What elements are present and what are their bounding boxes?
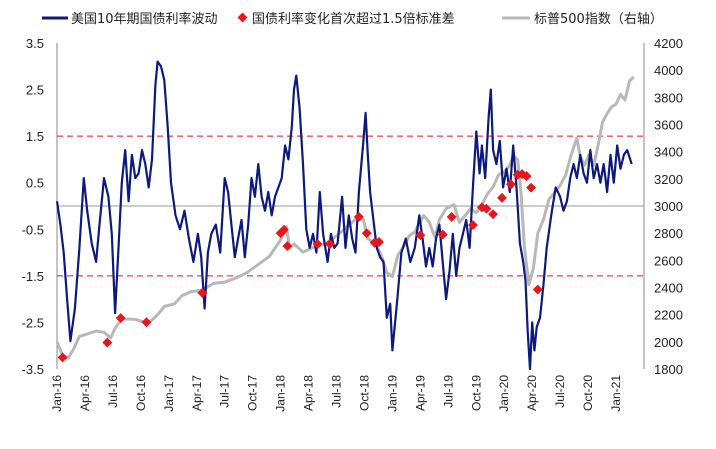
legend-label-threshold-marker: 国债利率变化首次超过1.5倍标准差: [252, 11, 455, 27]
y-left-tick-label: -2.5: [22, 315, 44, 330]
legend-label-sp500: 标普500指数（右轴）: [534, 12, 663, 27]
y-left-tick-label: -0.5: [22, 222, 44, 237]
threshold-marker-point: [437, 229, 448, 240]
series-line-sp500: [55, 75, 635, 360]
threshold-marker-point: [361, 228, 372, 239]
threshold-marker-point: [481, 203, 492, 214]
x-tick-label: Jul-17: [218, 375, 232, 408]
x-tick-label: Jul-16: [106, 375, 120, 408]
y-right-tick-label: 3600: [654, 118, 683, 133]
threshold-marker-point: [353, 211, 364, 222]
y-right-tick-label: 3800: [654, 90, 683, 105]
threshold-marker-point: [415, 230, 426, 241]
x-tick-label: Jul-20: [553, 375, 567, 408]
x-tick-label: Oct-19: [469, 375, 483, 411]
threshold-marker-point: [521, 171, 532, 182]
y-left-tick-label: 2.5: [26, 83, 44, 98]
y-right-tick-label: 2400: [654, 281, 683, 296]
y-right-tick-label: 3000: [654, 199, 683, 214]
threshold-marker-point: [279, 224, 289, 235]
threshold-marker-point: [532, 284, 543, 295]
x-tick-label: Jan-16: [50, 375, 64, 412]
x-tick-label: Apr-16: [78, 375, 92, 411]
x-tick-label: Oct-20: [581, 375, 595, 411]
x-tick-label: Apr-19: [413, 375, 427, 411]
y-right-tick-label: 4000: [654, 63, 683, 78]
y-right-tick-label: 3400: [654, 145, 683, 160]
y-left-tick-label: -1.5: [22, 269, 44, 284]
x-tick-label: Jul-18: [330, 375, 344, 408]
y-right-tick-label: 4200: [654, 36, 683, 51]
y-right-tick-label: 1800: [654, 362, 683, 377]
threshold-marker-point: [526, 182, 537, 193]
legend-swatch-threshold-marker: [237, 12, 248, 23]
legend: 美国10年期国债利率波动 国债利率变化首次超过1.5倍标准差 标普500指数（右…: [42, 11, 663, 27]
x-tick-label: Jan-20: [497, 375, 511, 412]
threshold-marker-point: [197, 287, 208, 298]
x-tick-label: Oct-17: [246, 375, 260, 411]
y-right-tick-label: 3200: [654, 172, 683, 187]
y-left-tick-label: 3.5: [26, 36, 44, 51]
x-tick-label: Jan-21: [609, 375, 623, 412]
y-right-tick-label: 2000: [654, 335, 683, 350]
threshold-marker-point: [488, 209, 499, 220]
y-axis-right: 4200 4000 3800 3600 3400 3200 3000 2800 2600 2400…: [643, 36, 683, 377]
threshold-marker-point: [115, 313, 126, 324]
threshold-marker-point: [282, 241, 293, 252]
x-tick-label: Jan-19: [385, 375, 399, 412]
threshold-marker-point: [497, 192, 507, 203]
threshold-marker-point: [324, 239, 335, 249]
y-right-tick-label: 2600: [654, 253, 683, 268]
threshold-marker-point: [446, 211, 457, 222]
y-right-tick-label: 2200: [654, 308, 683, 323]
series-line-rate-volatility: [55, 60, 633, 371]
x-tick-label: Apr-20: [525, 375, 539, 411]
x-axis: Jan-16 Apr-16 Jul-16 Oct-16 Jan-17 Apr-17 Jul-…: [50, 375, 623, 412]
threshold-marker-point: [374, 237, 384, 247]
y-left-tick-label: -3.5: [22, 362, 44, 377]
x-tick-label: Apr-18: [302, 375, 316, 411]
threshold-marker-point: [57, 352, 68, 363]
threshold-marker-point: [312, 239, 323, 249]
legend-label-rate-volatility: 美国10年期国债利率波动: [71, 11, 218, 27]
x-tick-label: Oct-18: [357, 375, 371, 411]
x-tick-label: Apr-17: [190, 375, 204, 411]
threshold-marker-point: [505, 179, 516, 190]
y-right-tick-label: 2800: [654, 226, 683, 241]
y-left-tick-label: 0.5: [26, 176, 44, 191]
threshold-marker-point: [467, 220, 478, 230]
x-tick-label: Oct-16: [134, 375, 148, 411]
x-tick-label: Jul-19: [441, 375, 455, 408]
threshold-marker-point: [141, 317, 152, 328]
y-axis-left: 3.5 2.5 1.5 0.5 -0.5 -1.5 -2.5 -3.5: [22, 36, 58, 377]
x-tick-label: Jan-18: [274, 375, 288, 412]
y-left-tick-label: 1.5: [26, 129, 44, 144]
plot-area: [55, 60, 644, 371]
x-tick-label: Jan-17: [162, 375, 176, 412]
